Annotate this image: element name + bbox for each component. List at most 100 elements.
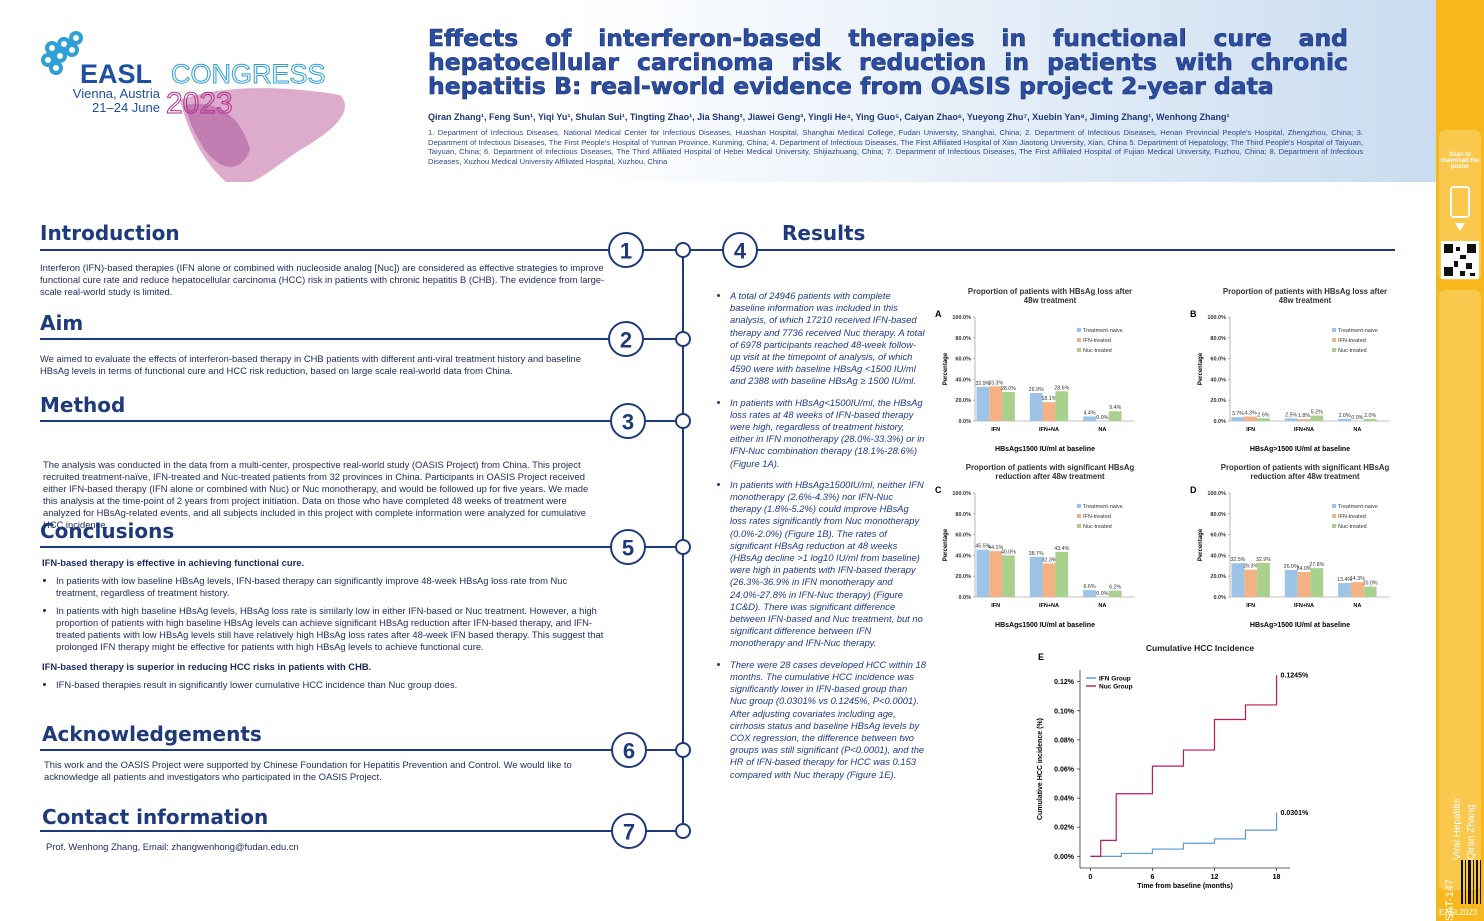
barcode bbox=[1461, 860, 1481, 904]
x-tick-label: IFN+NA bbox=[1039, 603, 1059, 609]
logo-event: CONGRESS bbox=[171, 59, 326, 89]
legend-swatch bbox=[1332, 524, 1336, 528]
bar bbox=[976, 549, 990, 597]
y-tick-label: 0.0% bbox=[958, 595, 971, 601]
bar bbox=[1350, 582, 1364, 597]
legend-label: Nuc-treated bbox=[1338, 348, 1367, 354]
y-tick-label: 0.08% bbox=[1054, 737, 1075, 744]
y-tick-label: 20.0% bbox=[1210, 398, 1226, 404]
bar bbox=[1231, 417, 1245, 421]
chart-title: Cumulative HCC Incidence bbox=[1146, 643, 1254, 653]
list: In patients with low baseline HBsAg leve… bbox=[42, 575, 604, 653]
list: IFN-based therapies result in significan… bbox=[42, 679, 604, 691]
legend-swatch bbox=[1332, 338, 1336, 342]
topic: Viral Hepatitis bbox=[1452, 798, 1463, 860]
chart-svg: B 0.0% 20.0% 40.0% 60.0% 80.0% 100.0% Percentag… bbox=[1190, 309, 1390, 453]
bar bbox=[1310, 568, 1324, 597]
bar bbox=[1363, 418, 1377, 421]
legend-label: IFN Group bbox=[1099, 676, 1131, 683]
bullet: In patients with low baseline HBsAg leve… bbox=[56, 575, 604, 599]
data-label: 24.0% bbox=[1296, 566, 1311, 572]
y-tick-label: 60.0% bbox=[955, 533, 971, 539]
x-axis-label: HBsAg≤1500 IU/ml at baseline bbox=[995, 446, 1095, 453]
bar bbox=[1297, 572, 1311, 597]
title: Effects of interferon-based therapies in… bbox=[428, 24, 1349, 100]
bullet: In patients with HBsAg≥1500IU/ml, neithe… bbox=[730, 479, 926, 650]
bar bbox=[1310, 415, 1324, 421]
y-tick-label: 20.0% bbox=[955, 398, 971, 404]
section-lines: 1 2 3 5 6 7 4 bbox=[40, 232, 1395, 849]
y-tick-label: 80.0% bbox=[955, 512, 971, 518]
data-label: 45.5% bbox=[975, 544, 990, 550]
scan-text: Scan to download the poster bbox=[1440, 152, 1480, 170]
y-tick-label: 0.06% bbox=[1054, 767, 1075, 774]
y-tick-label: 60.0% bbox=[1210, 533, 1226, 539]
data-label: 3.7% bbox=[1232, 411, 1244, 417]
panel-letter: A bbox=[935, 309, 942, 319]
logo-dates: 21–24 June bbox=[92, 100, 160, 115]
section-text: Prof. Wenhong Zhang, Email: zhangwenhong… bbox=[46, 841, 299, 852]
legend-swatch bbox=[1077, 328, 1081, 332]
section-text: Interferon (IFN)-based therapies (IFN al… bbox=[40, 262, 605, 297]
y-tick-label: 100.0% bbox=[952, 315, 971, 321]
legend-swatch bbox=[1332, 348, 1336, 352]
chart: Cumulative HCC Incidence E 0.00% 0.02% 0.04%… bbox=[1030, 640, 1330, 890]
x-tick-label: 18 bbox=[1273, 874, 1281, 881]
section-number: 4 bbox=[734, 239, 747, 264]
x-tick-label: IFN+NA bbox=[1294, 603, 1314, 609]
section-title: Aim bbox=[40, 311, 84, 335]
legend-label: Nuc-treated bbox=[1083, 524, 1112, 530]
section-text: We aimed to evaluate the effects of inte… bbox=[40, 353, 581, 376]
chart-title: Proportion of patients with significant … bbox=[1220, 463, 1390, 481]
results-list: A total of 24946 patients with complete … bbox=[716, 290, 926, 790]
legend-label: IFN-treated bbox=[1338, 338, 1366, 344]
section-number: 2 bbox=[620, 328, 632, 353]
chart-title: Proportion of patients with significant … bbox=[965, 463, 1135, 481]
chart-svg: D 0.0% 20.0% 40.0% 60.0% 80.0% 100.0% Percentag… bbox=[1190, 485, 1390, 629]
y-tick-label: 0.0% bbox=[958, 419, 971, 425]
section-number: 7 bbox=[623, 820, 635, 845]
data-label: 28.6% bbox=[1054, 385, 1069, 391]
panel-letter: D bbox=[1190, 485, 1197, 495]
y-tick-label: 0.12% bbox=[1054, 679, 1075, 686]
info-box bbox=[1439, 290, 1481, 890]
bullet: There were 28 cases developed HCC within… bbox=[730, 659, 926, 781]
chart: Proportion of patients with HBsAg loss a… bbox=[1190, 287, 1425, 457]
y-tick-label: 40.0% bbox=[1210, 377, 1226, 383]
y-tick-label: 0.04% bbox=[1054, 796, 1075, 803]
data-label: 26.9% bbox=[1029, 387, 1044, 393]
data-label: 2.6% bbox=[1257, 412, 1269, 418]
section-text: This work and the OASIS Project were sup… bbox=[44, 759, 572, 782]
section-number: 5 bbox=[622, 536, 634, 561]
bar bbox=[976, 386, 990, 421]
bullet: IFN-based therapies result in significan… bbox=[56, 679, 604, 691]
x-tick-label: NA bbox=[1353, 603, 1361, 609]
panel-letter: B bbox=[1190, 309, 1197, 319]
y-tick-label: 80.0% bbox=[1210, 512, 1226, 518]
section-title: Conclusions bbox=[40, 519, 175, 543]
data-label: 0.0% bbox=[1096, 591, 1108, 597]
section-title: Contact information bbox=[42, 805, 269, 829]
bar bbox=[1002, 555, 1015, 597]
legend-swatch bbox=[1332, 328, 1336, 332]
affiliations: 1. Department of Infectious Diseases, Na… bbox=[428, 128, 1363, 166]
bar bbox=[1338, 583, 1351, 597]
bar bbox=[1029, 393, 1043, 421]
bar bbox=[1042, 402, 1056, 421]
legend-swatch bbox=[1332, 514, 1336, 518]
bar bbox=[1244, 569, 1258, 597]
data-label: 4.3% bbox=[1245, 411, 1257, 417]
x-tick-label: 12 bbox=[1211, 874, 1219, 881]
x-tick-label: IFN+NA bbox=[1294, 427, 1314, 433]
data-label: 10.0% bbox=[1363, 581, 1378, 587]
bar bbox=[1042, 563, 1056, 597]
y-tick-label: 100.0% bbox=[1207, 315, 1226, 321]
conclusion-heading: IFN-based therapy is superior in reducin… bbox=[42, 661, 372, 672]
legend-label: Nuc Group bbox=[1099, 684, 1133, 691]
data-label: 0.0% bbox=[1351, 415, 1363, 421]
bullet: In patients with high baseline HBsAg lev… bbox=[56, 605, 604, 653]
y-tick-label: 60.0% bbox=[1210, 357, 1226, 363]
logo-name: EASL bbox=[80, 59, 152, 89]
section-title: Method bbox=[40, 393, 126, 417]
x-tick-label: NA bbox=[1098, 603, 1106, 609]
